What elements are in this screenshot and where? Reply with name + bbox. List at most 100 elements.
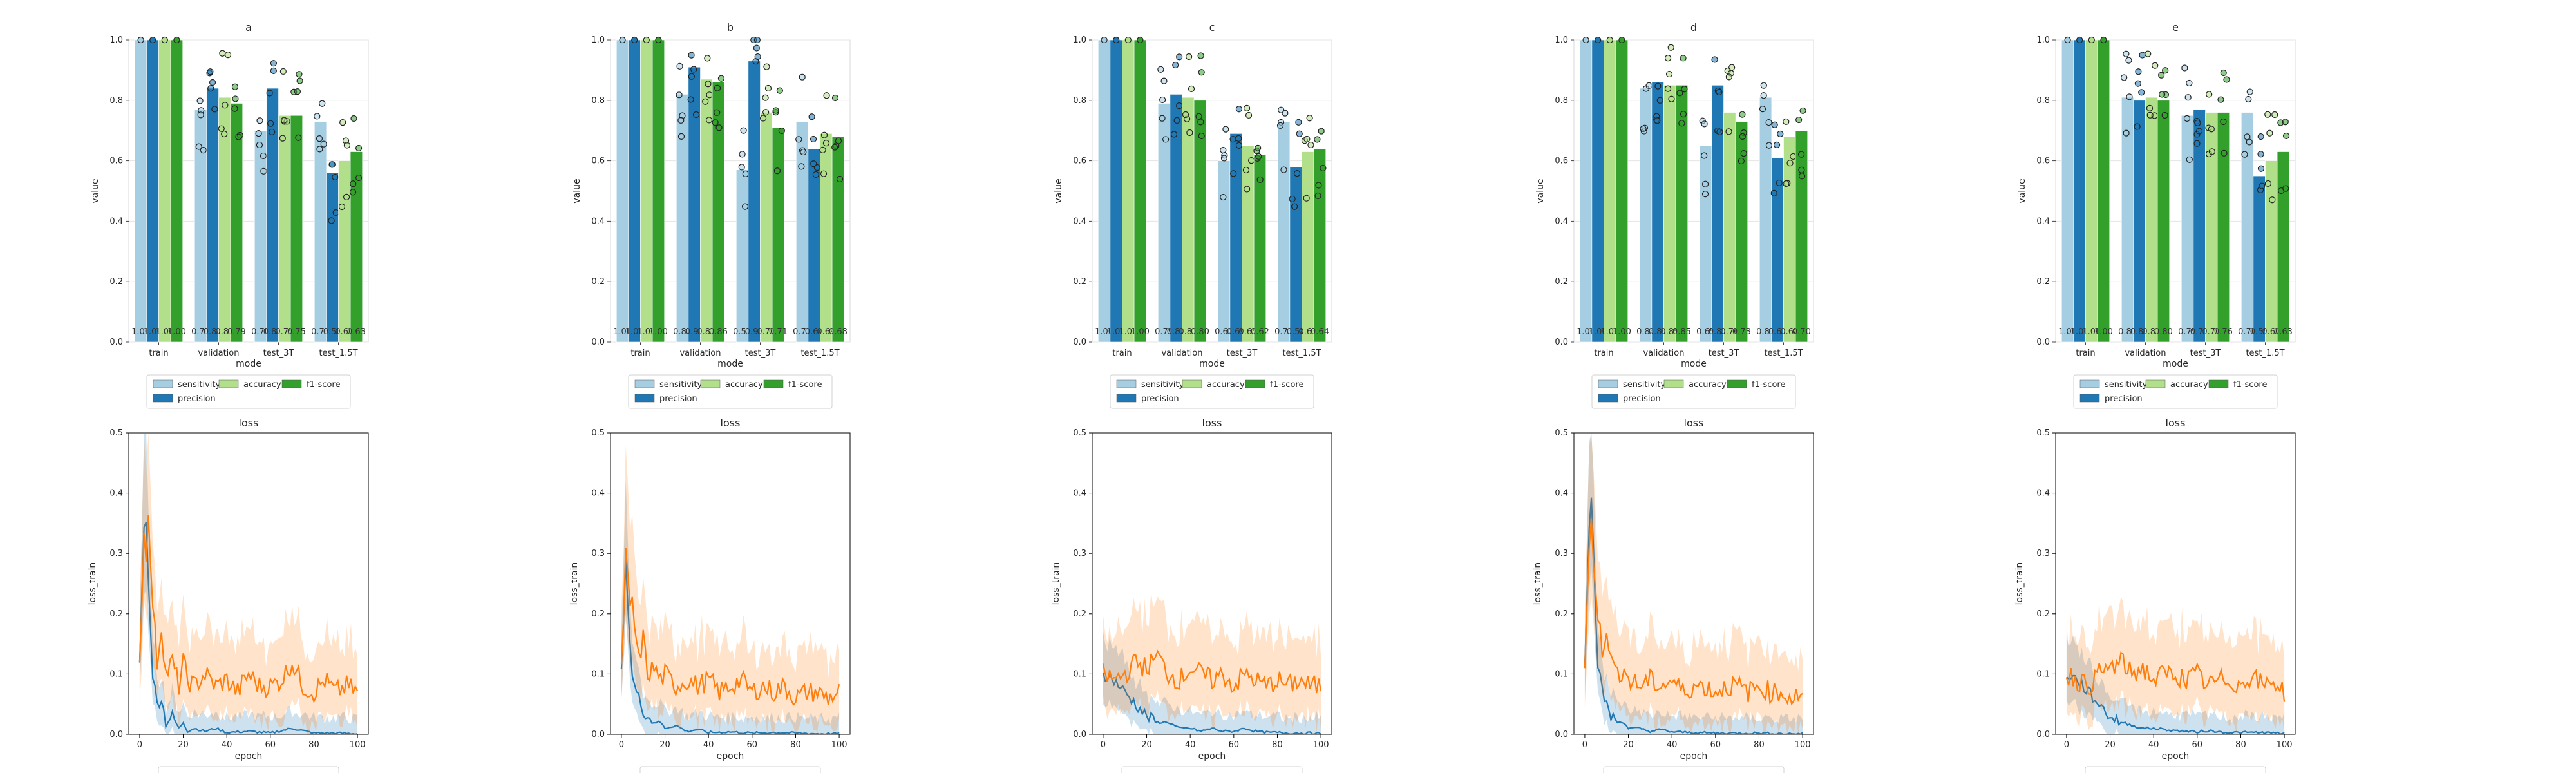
- bar-value-label: 0.58: [1287, 327, 1305, 337]
- fold-marker: [1790, 153, 1797, 160]
- bar-precision: [808, 148, 820, 343]
- loss-confidence-band: [139, 433, 358, 734]
- fold-marker: [1799, 107, 1806, 114]
- bar-sensitivity: [314, 121, 327, 343]
- bar-f1-score: [2097, 39, 2110, 343]
- fold-marker: [1137, 36, 1144, 44]
- y-tick-label: 0.4: [1555, 489, 1568, 499]
- fold-marker: [196, 97, 204, 104]
- y-tick-label: 0.8: [1073, 96, 1086, 106]
- x-tick-label: 0: [619, 740, 624, 750]
- legend-label: accuracy: [243, 380, 281, 390]
- bar-precision: [206, 88, 219, 343]
- plot-area: [2055, 432, 2296, 735]
- bar-value-label: 0.63: [2274, 327, 2293, 337]
- fold-marker: [715, 124, 723, 131]
- fold-marker: [1245, 111, 1253, 119]
- bar-value-label: 0.65: [1238, 327, 1257, 337]
- panel-title: loss: [721, 417, 741, 429]
- legend-label: accuracy: [1689, 380, 1727, 390]
- fold-marker: [1606, 36, 1613, 44]
- y-tick-label: 0.3: [2036, 549, 2050, 558]
- loss-line: [2066, 674, 2285, 734]
- bar-value-label: 0.81: [215, 327, 234, 337]
- bar-value-label: 0.69: [817, 327, 835, 337]
- fold-marker: [1664, 55, 1672, 62]
- fold-marker: [1186, 129, 1193, 137]
- fold-marker: [1280, 166, 1287, 173]
- bar-value-label: 1.00: [144, 327, 162, 337]
- y-tick-label: 1.0: [1555, 35, 1568, 45]
- fold-marker: [1739, 133, 1746, 140]
- loss-line: [2065, 651, 2286, 702]
- fold-marker: [1318, 128, 1325, 135]
- bar-accuracy: [1723, 112, 1736, 343]
- fold-marker: [270, 67, 277, 74]
- fold-marker: [355, 144, 363, 152]
- bar-panel-a: 0.00.20.40.60.81.0train1.001.001.001.00v…: [90, 21, 369, 409]
- bar-f1-score: [772, 127, 784, 343]
- x-tick-label: train: [1112, 348, 1132, 358]
- bar-value-label: 0.73: [1732, 327, 1751, 337]
- loss-panel-5: 0.0 0.1 0.2 0.3 0.4 0.5 0 20 40 60 80 100 loss epoch l…: [2014, 417, 2296, 773]
- bar-value-label: 0.85: [1709, 327, 1727, 337]
- x-tick-label: 20: [1141, 740, 1152, 750]
- fold-marker: [819, 146, 826, 153]
- fold-marker: [267, 120, 274, 127]
- legend-label: accuracy: [725, 380, 763, 390]
- fold-marker: [1220, 146, 1227, 154]
- x-tick-label: 60: [265, 740, 276, 750]
- bar-sensitivity: [254, 130, 267, 343]
- fold-marker: [676, 62, 683, 70]
- legend-swatch: [281, 379, 302, 388]
- fold-marker: [705, 81, 712, 88]
- fold-marker: [256, 117, 263, 124]
- fold-marker: [2158, 72, 2165, 79]
- x-tick-label: 20: [2105, 740, 2116, 750]
- loss-line: [620, 548, 840, 707]
- bar-value-label: 1.00: [2070, 327, 2089, 337]
- fold-marker: [207, 85, 214, 92]
- bar-value-label: 0.73: [793, 327, 811, 337]
- fold-marker: [1783, 118, 1790, 126]
- fold-marker: [1170, 131, 1178, 138]
- fold-marker: [1738, 157, 1745, 165]
- fold-marker: [704, 55, 711, 62]
- fold-marker: [2088, 36, 2095, 44]
- fold-marker: [717, 75, 725, 82]
- fold-marker: [328, 161, 336, 168]
- fold-marker: [2208, 126, 2215, 133]
- bar-sensitivity: [736, 169, 749, 343]
- fold-marker: [1159, 96, 1166, 104]
- loss-confidence-band: [621, 481, 840, 734]
- fold-marker: [753, 36, 761, 44]
- x-axis-label: epoch: [1680, 751, 1708, 761]
- fold-marker: [2146, 111, 2154, 119]
- y-tick-label: 0.4: [1555, 216, 1568, 226]
- fold-marker: [799, 73, 806, 81]
- fold-marker: [742, 170, 749, 178]
- bar-value-label: 0.76: [2238, 327, 2257, 337]
- fold-marker: [1229, 136, 1236, 143]
- fold-marker: [2184, 94, 2192, 101]
- fold-marker: [2134, 80, 2142, 87]
- fold-marker: [1197, 119, 1204, 126]
- loss-line: [1584, 519, 1803, 706]
- fold-marker: [2121, 74, 2128, 81]
- y-tick-label: 0.1: [2036, 669, 2050, 679]
- fold-marker: [235, 133, 242, 140]
- x-tick-label: 0: [1582, 740, 1587, 750]
- panel-title: c: [1209, 21, 1215, 33]
- fold-marker: [1248, 157, 1255, 164]
- bar-f1-score: [1313, 148, 1326, 343]
- fold-marker: [316, 146, 323, 153]
- bar-accuracy: [2205, 112, 2218, 343]
- bar-precision: [1591, 39, 1604, 343]
- bar-accuracy: [158, 39, 171, 343]
- y-tick-label: 0.5: [109, 428, 123, 438]
- bar-value-label: 0.62: [1251, 327, 1269, 337]
- fold-marker: [1783, 180, 1790, 187]
- bar-value-label: 0.79: [1155, 327, 1173, 337]
- bar-f1-score: [2157, 100, 2170, 343]
- fold-marker: [161, 36, 168, 44]
